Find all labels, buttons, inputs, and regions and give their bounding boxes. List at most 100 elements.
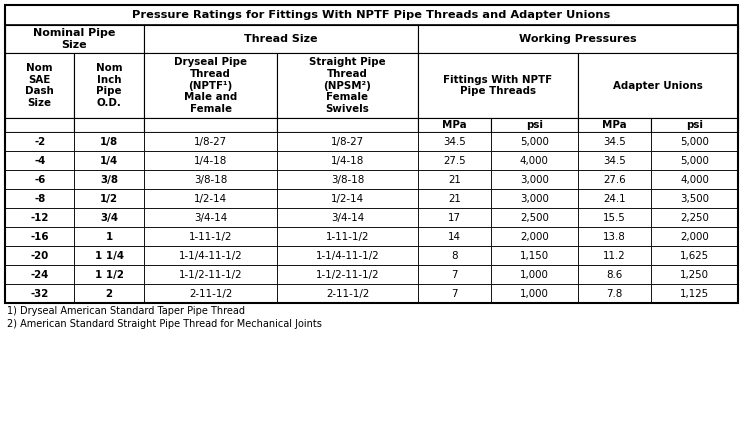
Bar bbox=[277, 265, 418, 284]
Text: 34.5: 34.5 bbox=[603, 155, 626, 165]
Text: 3/4-14: 3/4-14 bbox=[194, 213, 227, 223]
Bar bbox=[651, 170, 738, 189]
Text: 3/8-18: 3/8-18 bbox=[194, 175, 227, 184]
Text: Nominal Pipe
Size: Nominal Pipe Size bbox=[33, 28, 116, 50]
Bar bbox=[491, 208, 578, 227]
Text: Straight Pipe
Thread
(NPSM²)
Female
Swivels: Straight Pipe Thread (NPSM²) Female Swiv… bbox=[309, 57, 386, 114]
Text: 1,250: 1,250 bbox=[680, 269, 709, 279]
Text: 1/8-27: 1/8-27 bbox=[331, 136, 364, 147]
Text: 5,000: 5,000 bbox=[520, 136, 549, 147]
Bar bbox=[144, 132, 277, 151]
Text: 8: 8 bbox=[451, 250, 458, 260]
Text: 1/4-18: 1/4-18 bbox=[331, 155, 364, 165]
Text: 21: 21 bbox=[448, 194, 461, 203]
Text: 3,000: 3,000 bbox=[520, 194, 549, 203]
Bar bbox=[418, 189, 491, 208]
Bar bbox=[144, 151, 277, 170]
Bar bbox=[144, 208, 277, 227]
Bar bbox=[5, 25, 144, 53]
Text: 3,000: 3,000 bbox=[520, 175, 549, 184]
Bar bbox=[74, 151, 144, 170]
Text: -12: -12 bbox=[30, 213, 49, 223]
Bar bbox=[74, 284, 144, 303]
Text: Nom
Inch
Pipe
O.D.: Nom Inch Pipe O.D. bbox=[96, 63, 123, 108]
Bar bbox=[5, 170, 74, 189]
Text: Thread Size: Thread Size bbox=[244, 34, 317, 44]
Text: 4,000: 4,000 bbox=[680, 175, 709, 184]
Bar bbox=[651, 284, 738, 303]
Text: 1/2-14: 1/2-14 bbox=[331, 194, 364, 203]
Text: 7: 7 bbox=[451, 269, 458, 279]
Text: Pressure Ratings for Fittings With NPTF Pipe Threads and Adapter Unions: Pressure Ratings for Fittings With NPTF … bbox=[132, 10, 611, 20]
Bar bbox=[144, 227, 277, 246]
Bar bbox=[74, 170, 144, 189]
Bar bbox=[578, 208, 651, 227]
Bar bbox=[578, 53, 738, 118]
Text: 1/2-14: 1/2-14 bbox=[194, 194, 227, 203]
Text: 1,125: 1,125 bbox=[680, 289, 709, 298]
Text: MPa: MPa bbox=[602, 120, 627, 130]
Text: 15.5: 15.5 bbox=[603, 213, 626, 223]
Text: 7.8: 7.8 bbox=[606, 289, 623, 298]
Bar bbox=[5, 53, 74, 118]
Text: 5,000: 5,000 bbox=[680, 155, 709, 165]
Bar bbox=[5, 132, 74, 151]
Bar bbox=[418, 132, 491, 151]
Text: psi: psi bbox=[526, 120, 543, 130]
Bar bbox=[491, 170, 578, 189]
Text: 2) American Standard Straight Pipe Thread for Mechanical Joints: 2) American Standard Straight Pipe Threa… bbox=[7, 319, 322, 329]
Bar bbox=[5, 227, 74, 246]
Bar bbox=[277, 118, 418, 132]
Text: 1,000: 1,000 bbox=[520, 269, 549, 279]
Bar bbox=[578, 170, 651, 189]
Bar bbox=[418, 208, 491, 227]
Text: 1,000: 1,000 bbox=[520, 289, 549, 298]
Text: 7: 7 bbox=[451, 289, 458, 298]
Text: 2-11-1/2: 2-11-1/2 bbox=[326, 289, 369, 298]
Bar bbox=[144, 265, 277, 284]
Text: -6: -6 bbox=[34, 175, 45, 184]
Text: 1-11-1/2: 1-11-1/2 bbox=[189, 231, 233, 242]
Text: 13.8: 13.8 bbox=[603, 231, 626, 242]
Bar bbox=[5, 5, 738, 25]
Bar bbox=[277, 53, 418, 118]
Bar bbox=[277, 132, 418, 151]
Bar bbox=[144, 189, 277, 208]
Text: 34.5: 34.5 bbox=[443, 136, 466, 147]
Bar bbox=[651, 227, 738, 246]
Text: Fittings With NPTF
Pipe Threads: Fittings With NPTF Pipe Threads bbox=[443, 75, 552, 96]
Bar bbox=[491, 284, 578, 303]
Bar bbox=[491, 132, 578, 151]
Text: 3/8: 3/8 bbox=[100, 175, 118, 184]
Bar bbox=[651, 132, 738, 151]
Text: 24.1: 24.1 bbox=[603, 194, 626, 203]
Text: 1-11-1/2: 1-11-1/2 bbox=[325, 231, 369, 242]
Bar bbox=[491, 189, 578, 208]
Text: 21: 21 bbox=[448, 175, 461, 184]
Text: 3,500: 3,500 bbox=[680, 194, 709, 203]
Bar bbox=[651, 265, 738, 284]
Text: 1) Dryseal American Standard Taper Pipe Thread: 1) Dryseal American Standard Taper Pipe … bbox=[7, 306, 245, 316]
Text: -4: -4 bbox=[34, 155, 45, 165]
Text: 1: 1 bbox=[106, 231, 113, 242]
Bar bbox=[418, 25, 738, 53]
Text: Working Pressures: Working Pressures bbox=[519, 34, 637, 44]
Text: 14: 14 bbox=[448, 231, 461, 242]
Text: 1 1/2: 1 1/2 bbox=[94, 269, 123, 279]
Text: 1-1/4-11-1/2: 1-1/4-11-1/2 bbox=[179, 250, 242, 260]
Bar bbox=[74, 246, 144, 265]
Bar bbox=[74, 118, 144, 132]
Bar bbox=[651, 189, 738, 208]
Text: 1/8: 1/8 bbox=[100, 136, 118, 147]
Text: 4,000: 4,000 bbox=[520, 155, 549, 165]
Bar bbox=[491, 227, 578, 246]
Bar bbox=[418, 227, 491, 246]
Text: 1-1/4-11-1/2: 1-1/4-11-1/2 bbox=[316, 250, 379, 260]
Bar bbox=[277, 170, 418, 189]
Text: -32: -32 bbox=[30, 289, 49, 298]
Text: 1 1/4: 1 1/4 bbox=[94, 250, 123, 260]
Text: 17: 17 bbox=[448, 213, 461, 223]
Bar bbox=[651, 151, 738, 170]
Text: 2,500: 2,500 bbox=[520, 213, 549, 223]
Bar bbox=[144, 284, 277, 303]
